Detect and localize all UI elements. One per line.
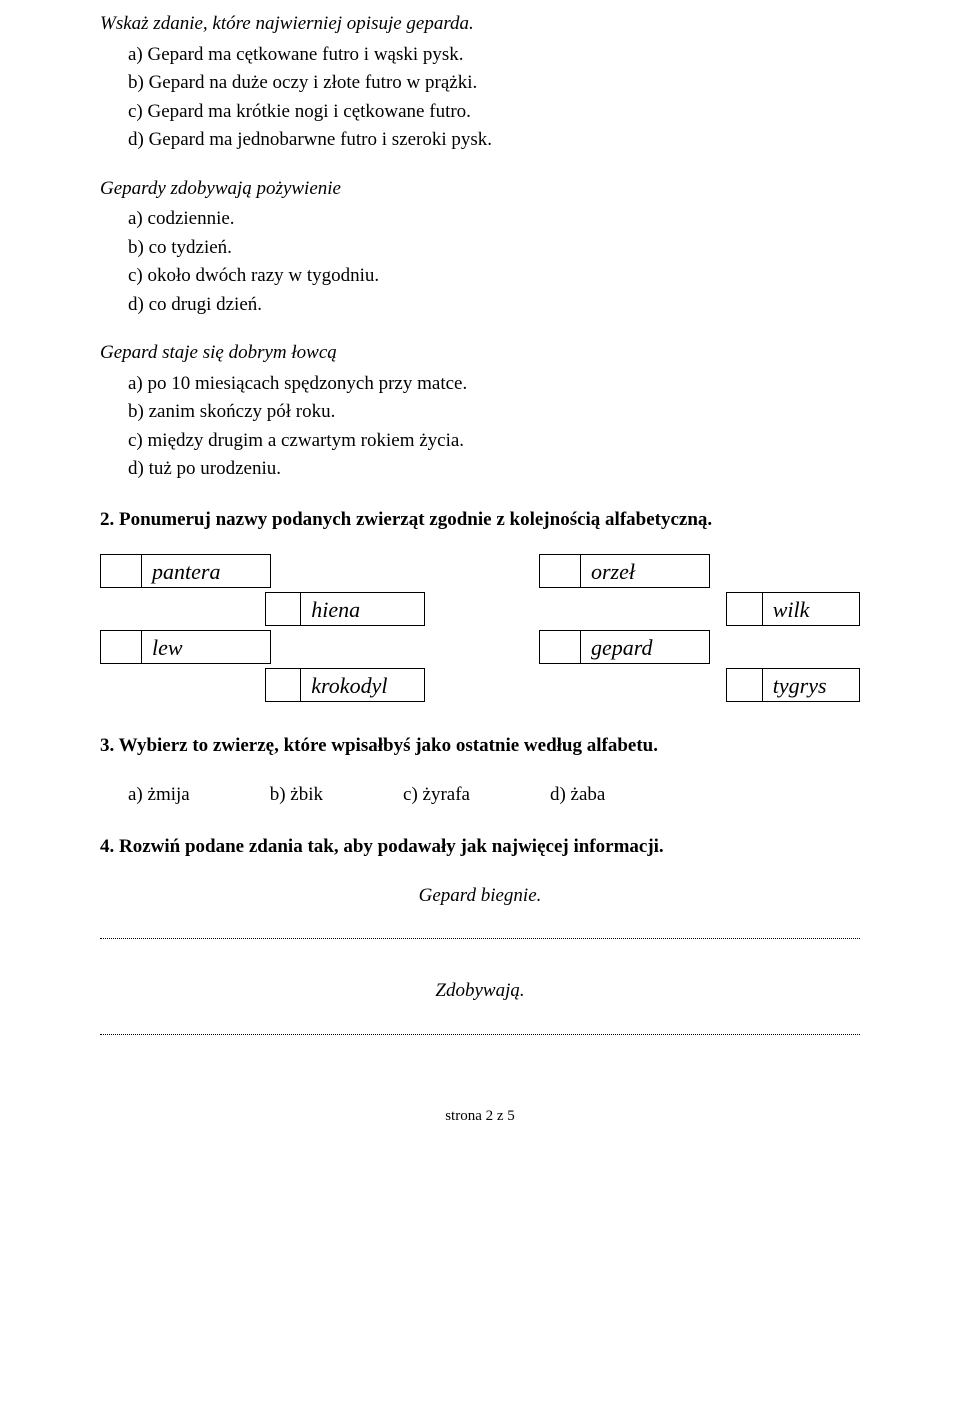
numbox-tygrys[interactable] — [726, 668, 763, 702]
q1-opt-b: b) Gepard na duże oczy i złote futro w p… — [128, 69, 860, 98]
animal-grid: pantera orzeł hiena wilk lew gepard krok… — [100, 554, 860, 702]
task3-opt-d: d) żaba — [550, 781, 605, 810]
q1-opt-a: a) Gepard ma cętkowane futro i wąski pys… — [128, 41, 860, 70]
label-gepard: gepard — [580, 630, 710, 664]
q2-opt-a: a) codziennie. — [128, 205, 860, 234]
numbox-gepard[interactable] — [539, 630, 581, 664]
q3-options: a) po 10 miesiącach spędzonych przy matc… — [100, 370, 860, 484]
task2-title: 2. Ponumeruj nazwy podanych zwierząt zgo… — [100, 506, 860, 535]
page-footer: strona 2 z 5 — [100, 1105, 860, 1128]
task4-sentence-1: Gepard biegnie. — [100, 882, 860, 911]
task4-title: 4. Rozwiń podane zdania tak, aby podawał… — [100, 833, 860, 862]
q1-options: a) Gepard ma cętkowane futro i wąski pys… — [100, 41, 860, 155]
task3-opt-b: b) żbik — [270, 781, 323, 810]
q3-opt-a: a) po 10 miesiącach spędzonych przy matc… — [128, 370, 860, 399]
label-orzel: orzeł — [580, 554, 710, 588]
label-wilk: wilk — [762, 592, 860, 626]
label-lew: lew — [141, 630, 271, 664]
numbox-wilk[interactable] — [726, 592, 763, 626]
numbox-pantera[interactable] — [100, 554, 142, 588]
label-hiena: hiena — [300, 592, 424, 626]
numbox-lew[interactable] — [100, 630, 142, 664]
task3-options: a) żmija b) żbik c) żyrafa d) żaba — [128, 781, 860, 810]
q1-opt-d: d) Gepard ma jednobarwne futro i szeroki… — [128, 126, 860, 155]
q2-opt-d: d) co drugi dzień. — [128, 291, 860, 320]
label-pantera: pantera — [141, 554, 271, 588]
numbox-hiena[interactable] — [265, 592, 302, 626]
task4-sentence-2: Zdobywają. — [100, 977, 860, 1006]
task3-title: 3. Wybierz to zwierzę, które wpisałbyś j… — [100, 732, 860, 761]
numbox-krokodyl[interactable] — [265, 668, 302, 702]
q2-options: a) codziennie. b) co tydzień. c) około d… — [100, 205, 860, 319]
task3-opt-a: a) żmija — [128, 781, 190, 810]
q3-opt-b: b) zanim skończy pół roku. — [128, 398, 860, 427]
q1-stem: Wskaż zdanie, które najwierniej opisuje … — [100, 10, 860, 39]
task3-opt-c: c) żyrafa — [403, 781, 470, 810]
q2-opt-c: c) około dwóch razy w tygodniu. — [128, 262, 860, 291]
answer-line-2[interactable] — [100, 1034, 860, 1035]
numbox-orzel[interactable] — [539, 554, 581, 588]
q1-opt-c: c) Gepard ma krótkie nogi i cętkowane fu… — [128, 98, 860, 127]
q3-opt-d: d) tuż po urodzeniu. — [128, 455, 860, 484]
label-tygrys: tygrys — [762, 668, 860, 702]
q2-stem: Gepardy zdobywają pożywienie — [100, 175, 860, 204]
q3-opt-c: c) między drugim a czwartym rokiem życia… — [128, 427, 860, 456]
q2-opt-b: b) co tydzień. — [128, 234, 860, 263]
q3-stem: Gepard staje się dobrym łowcą — [100, 339, 860, 368]
label-krokodyl: krokodyl — [300, 668, 424, 702]
answer-line-1[interactable] — [100, 938, 860, 939]
